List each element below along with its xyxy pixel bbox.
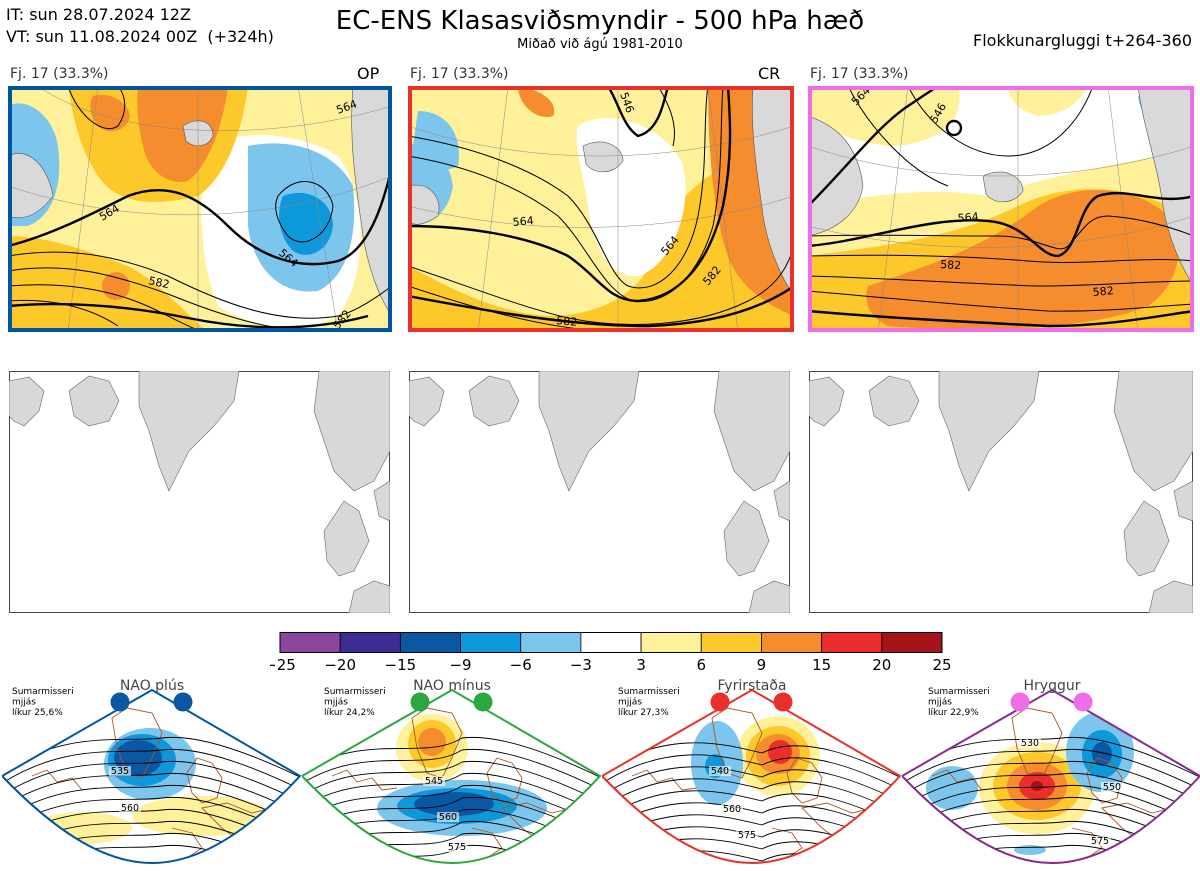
regime-marker-dot: [1073, 692, 1093, 712]
contour-label: 582: [1092, 284, 1114, 299]
colorbar-swatch: [821, 632, 883, 653]
regime-contour-label: 560: [439, 812, 457, 823]
regime-title: NAO plús: [120, 678, 184, 694]
run-info: IT: sun 28.07.2024 12Z VT: sun 11.08.2024…: [6, 4, 274, 48]
colorbar-tick-label: 9: [757, 656, 767, 674]
regime-contour-label: 575: [1091, 836, 1109, 847]
regime-contour-label: 575: [448, 842, 466, 853]
colorbar-swatch: [580, 632, 642, 653]
colorbar: −25 −20 −15 −9 −6 −3 3 6 9 15 20 25: [270, 632, 952, 674]
cluster-map-2: 564 564 582 582 546: [408, 86, 794, 332]
regime-title: Hryggur: [1024, 678, 1081, 694]
regime-contour-label: 560: [723, 804, 741, 815]
regime-contour-label: 560: [121, 803, 139, 814]
colorbar-tick-label: 25: [932, 656, 951, 674]
regime-contour-label: 545: [425, 776, 443, 787]
regime-stat-line: mjjás: [324, 698, 348, 708]
regime-marker-dot: [173, 692, 193, 712]
regime-marker-dot: [773, 692, 793, 712]
contour-label: 582: [147, 274, 170, 291]
empty-map-2: [409, 371, 790, 613]
panel-2-label: Fj. 17 (33.3%): [410, 66, 509, 82]
regime-contour-label: 530: [1021, 738, 1039, 749]
colorbar-swatch: [520, 632, 582, 653]
colorbar-swatch: [279, 632, 341, 653]
regime-contour-label: 535: [111, 766, 129, 777]
regime-title: NAO mínus: [413, 678, 491, 694]
colorbar-tick-label: −20: [324, 656, 356, 674]
contour-564: [8, 165, 392, 266]
regime-panel: 540 560 575 Fyrirstaða Sumarmisserimjjáslíku…: [602, 678, 902, 865]
regime-marker-dot: [110, 692, 130, 712]
regime-stat-line: Sumarmisseri: [12, 687, 74, 697]
contour-label: 564: [512, 214, 534, 229]
regime-stat-line: líkur 25,6%: [12, 708, 63, 718]
regime-marker-dot: [410, 692, 430, 712]
colorbar-tick-label: 6: [696, 656, 706, 674]
regime-stat-line: mjjás: [618, 698, 642, 708]
colorbar-tick-label: −25: [270, 656, 296, 674]
regime-contour-label: 550: [1103, 782, 1121, 793]
colorbar-tick-label: 3: [636, 656, 646, 674]
regime-panel: 545 560 575 NAO mínus Sumarmisserimjjáslíkur…: [302, 678, 602, 865]
panel-3-border: [808, 86, 1194, 332]
colorbar-swatch: [761, 632, 823, 653]
colorbar-swatch: [881, 632, 943, 653]
panel-1-border: [8, 86, 392, 332]
valid-time: VT: sun 11.08.2024 00Z (+324h): [6, 27, 274, 46]
regime-stat-line: Sumarmisseri: [618, 687, 680, 697]
empty-map-1: [9, 371, 390, 613]
colorbar-swatch: [700, 632, 762, 653]
regime-stat-line: Sumarmisseri: [928, 687, 990, 697]
panel-1-label: Fj. 17 (33.3%): [10, 66, 109, 82]
regime-stat-line: líkur 27,3%: [618, 708, 669, 718]
colorbar-tick-label: −6: [510, 656, 532, 674]
contour-label: 582: [940, 258, 962, 272]
cluster-map-3: 564 546 564 582 582: [808, 86, 1194, 332]
empty-map-3: [809, 371, 1193, 613]
colorbar-swatch: [640, 632, 702, 653]
colorbar-swatch: [460, 632, 522, 653]
panel-1-tag: OP: [357, 64, 380, 83]
regime-marker-dot: [710, 692, 730, 712]
colorbar-tick-label: 15: [812, 656, 831, 674]
contour-label: 564: [957, 210, 979, 225]
colorbar-swatch: [339, 632, 401, 653]
page-title: EC-ENS Klasasviðsmyndir - 500 hPa hæð: [335, 6, 865, 36]
init-time: IT: sun 28.07.2024 12Z: [6, 5, 191, 24]
regime-contour-label: 575: [738, 830, 756, 841]
regime-title: Fyrirstaða: [718, 678, 787, 694]
panel-3-label: Fj. 17 (33.3%): [810, 66, 909, 82]
colorbar-tick-label: −3: [570, 656, 592, 674]
regime-stat-line: líkur 24,2%: [324, 708, 375, 718]
classification-window: Flokkunargluggi t+264-360: [973, 31, 1192, 50]
page-subtitle: Miðað við ágú 1981-2010: [517, 37, 683, 52]
cluster-map-1: 564 564 564 582 582: [8, 86, 392, 332]
regime-marker-dot: [473, 692, 493, 712]
colorbar-tick-label: 20: [872, 656, 891, 674]
regime-stat-line: líkur 22,9%: [928, 708, 979, 718]
regime-stat-line: mjjás: [928, 698, 952, 708]
colorbar-swatch: [399, 632, 461, 653]
contour-label: 582: [556, 314, 578, 329]
regime-stat-line: Sumarmisseri: [324, 687, 386, 697]
colorbar-tick-label: −9: [449, 656, 471, 674]
panel-2-border: [408, 86, 794, 332]
panel-2-tag: CR: [758, 64, 781, 83]
colorbar-tick-label: −15: [385, 656, 417, 674]
regime-stat-line: mjjás: [12, 698, 36, 708]
regime-marker-dot: [1010, 692, 1030, 712]
regime-contour-label: 540: [711, 766, 729, 777]
